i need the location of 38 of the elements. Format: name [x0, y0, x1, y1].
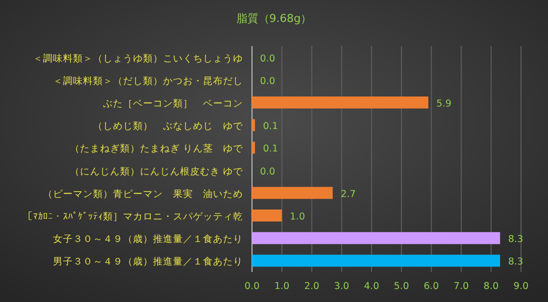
y-tick-label: （たまねぎ類）たまねぎ りん茎 ゆで	[70, 142, 244, 155]
data-label: 8.3	[508, 234, 524, 246]
x-tick-label: 2.0	[304, 281, 320, 292]
y-tick-label: 女子３０～４９（歳）推進量／１食あたり	[53, 233, 243, 246]
x-tick-label: 3.0	[334, 281, 350, 292]
x-tick-label: 8.0	[484, 281, 499, 292]
x-tick-label: 1.0	[274, 281, 290, 292]
x-tick-label: 6.0	[424, 281, 439, 292]
y-tick-label: ［ﾏｶﾛﾆ・ｽﾊﾟｹﾞｯﾃｨ類］マカロニ・スパゲッティ乾	[23, 210, 243, 222]
data-label: 0.1	[262, 121, 278, 132]
x-tick-label: 5.0	[394, 281, 409, 292]
y-tick-label: （ピーマン類）青ピーマン 果実 油いため	[43, 188, 243, 200]
x-tick-label: 7.0	[454, 281, 469, 292]
y-tick-label: ぶた［ベーコン類］ ベーコン	[103, 98, 243, 110]
data-label: 0.1	[262, 144, 278, 155]
bar	[252, 119, 255, 132]
y-tick-label: ＜調味料類＞（しょうゆ類）こいくちしょうゆ	[33, 52, 243, 64]
data-label: 0.0	[260, 53, 276, 64]
bar	[252, 232, 500, 244]
y-tick-label: （にんじん類）にんじん根皮むき ゆで	[70, 165, 244, 178]
data-label: 2.7	[340, 188, 356, 200]
x-tick-label: 0.0	[244, 281, 260, 292]
data-label: 1.0	[290, 212, 305, 222]
bar	[252, 96, 428, 108]
y-tick-label: 男子３０～４９（歳）推進量／１食あたり	[53, 256, 243, 268]
bar	[252, 254, 500, 267]
y-tick-label: ＜調味料類＞（だし類）かつお・昆布だし	[53, 74, 243, 87]
chart-title: 脂質（9.68g）	[236, 12, 312, 25]
x-tick-label: 9.0	[513, 281, 529, 292]
bar	[252, 186, 333, 199]
bar	[252, 210, 282, 222]
bar	[252, 142, 255, 154]
data-label: 0.0	[260, 166, 276, 178]
x-tick-label: 4.0	[364, 281, 380, 292]
data-label: 5.9	[436, 98, 452, 110]
data-label: 8.3	[508, 256, 524, 268]
y-tick-label: （しめじ類） ぶなしめじ ゆで	[93, 120, 244, 132]
data-label: 0.0	[260, 76, 276, 87]
